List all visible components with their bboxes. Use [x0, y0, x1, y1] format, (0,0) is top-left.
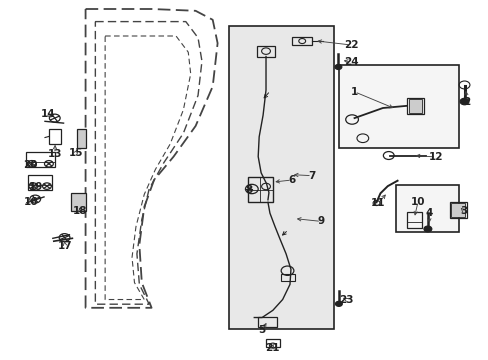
Bar — [395, 185, 458, 232]
Bar — [228, 26, 333, 329]
Circle shape — [335, 301, 342, 306]
Text: 7: 7 — [307, 171, 315, 181]
Text: 15: 15 — [68, 148, 83, 158]
Text: 24: 24 — [343, 57, 358, 67]
Text: 12: 12 — [428, 152, 443, 162]
Bar — [257, 317, 277, 327]
Bar — [281, 274, 294, 281]
Bar — [338, 65, 458, 148]
Bar — [71, 193, 85, 211]
Bar — [256, 46, 275, 57]
Text: 6: 6 — [288, 175, 295, 185]
Text: 14: 14 — [41, 109, 55, 119]
Bar — [408, 99, 422, 113]
Text: 21: 21 — [264, 343, 279, 353]
Circle shape — [423, 226, 431, 232]
Text: 17: 17 — [58, 240, 72, 251]
Bar — [26, 152, 55, 167]
Bar — [49, 129, 61, 144]
Text: 13: 13 — [47, 149, 62, 159]
Text: 22: 22 — [343, 40, 358, 50]
Bar — [407, 98, 423, 114]
Bar — [28, 175, 52, 190]
Circle shape — [334, 64, 341, 69]
Text: 11: 11 — [370, 198, 385, 208]
Text: 5: 5 — [258, 325, 265, 335]
Text: 23: 23 — [338, 294, 353, 305]
Bar — [292, 37, 311, 45]
Text: 9: 9 — [317, 216, 324, 226]
Text: 8: 8 — [245, 185, 252, 195]
Bar — [247, 177, 273, 202]
Text: 4: 4 — [425, 208, 432, 218]
Circle shape — [459, 98, 468, 105]
Text: 10: 10 — [410, 197, 425, 207]
Bar — [449, 202, 466, 218]
Text: 16: 16 — [23, 197, 38, 207]
Text: 18: 18 — [72, 206, 87, 216]
Bar — [265, 339, 280, 347]
Bar — [77, 129, 85, 148]
Text: 20: 20 — [23, 159, 38, 170]
Text: 2: 2 — [463, 96, 469, 107]
Text: 3: 3 — [459, 206, 466, 216]
Bar — [450, 203, 464, 217]
Text: 19: 19 — [28, 182, 43, 192]
Bar — [406, 212, 421, 228]
Text: 1: 1 — [350, 87, 357, 97]
